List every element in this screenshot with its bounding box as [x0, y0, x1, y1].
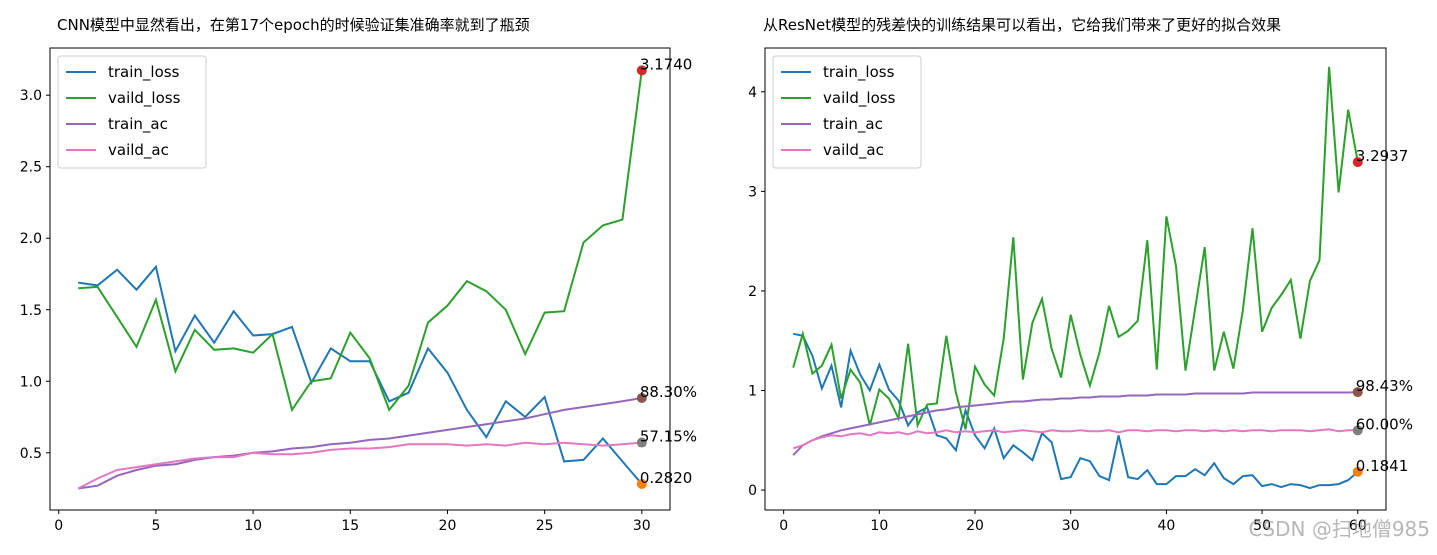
- annotation-marker: [636, 393, 647, 404]
- y-tick-label: 4: [748, 85, 757, 101]
- legend-box: [57, 55, 207, 169]
- annotation-label: 3.1740: [640, 55, 693, 73]
- y-tick-label: 2.5: [20, 160, 42, 176]
- annotation-label: 0.1841: [1356, 457, 1409, 475]
- legend-label: train_loss: [823, 63, 895, 82]
- x-tick-label: 30: [1062, 518, 1080, 534]
- y-tick-label: 1: [748, 384, 757, 400]
- annotation-marker: [1352, 157, 1363, 168]
- x-tick-label: 40: [1157, 518, 1175, 534]
- x-tick-label: 25: [536, 518, 554, 534]
- annotation-marker: [1352, 425, 1363, 436]
- y-tick-label: 0.5: [20, 446, 42, 462]
- annotation-marker: [1352, 387, 1363, 398]
- annotation-label: 60.00%: [1356, 415, 1413, 433]
- y-tick-label: 3: [748, 184, 757, 200]
- line-series: [792, 428, 1358, 450]
- line-series: [792, 66, 1359, 430]
- legend-box: [772, 55, 922, 169]
- annotation-label: 3.2937: [1356, 147, 1409, 165]
- x-tick-label: 20: [966, 518, 984, 534]
- legend-label: vaild_loss: [108, 89, 181, 108]
- axes-frame: [764, 47, 1387, 511]
- legend-label: vaild_loss: [823, 89, 896, 108]
- x-tick-label: 0: [54, 518, 63, 534]
- watermark: CSDN @扫地僧985: [1248, 517, 1430, 541]
- x-tick-label: 15: [341, 518, 359, 534]
- y-tick-label: 2: [748, 284, 757, 300]
- subplot: 0 5 10 15 20 25 30 0.5 1.0 1.5 2.0 2.5 3.0 3.1740 88.3…: [20, 16, 697, 534]
- x-tick-label: 0: [779, 518, 788, 534]
- line-series: [78, 397, 642, 490]
- annotation-label: 0.2820: [640, 469, 693, 487]
- chart-title: 从ResNet模型的残差快的训练结果可以看出，它给我们带来了更好的拟合效果: [763, 16, 1281, 34]
- line-series: [792, 332, 1359, 490]
- y-tick-label: 1.5: [20, 303, 42, 319]
- x-tick-label: 10: [870, 518, 888, 534]
- chart-title: CNN模型中显然看出，在第17个epoch的时候验证集准确率就到了瓶颈: [57, 16, 530, 34]
- legend-label: train_loss: [108, 63, 180, 82]
- x-tick-label: 60: [1349, 518, 1367, 534]
- annotation-marker: [636, 437, 647, 448]
- line-series: [792, 391, 1358, 456]
- legend-label: train_ac: [823, 115, 883, 134]
- annotation-label: 57.15%: [640, 428, 697, 446]
- legend-label: vaild_ac: [823, 141, 884, 160]
- annotation-marker: [636, 478, 647, 489]
- line-series: [77, 441, 642, 490]
- subplot: 0 10 20 30 40 50 60 0 1 2 3 4 3.2937 98.43% 60.00% 0.18…: [748, 16, 1430, 541]
- y-tick-label: 2.0: [20, 231, 42, 247]
- legend-label: train_ac: [108, 115, 168, 134]
- x-tick-label: 5: [151, 518, 160, 534]
- x-tick-label: 20: [439, 518, 457, 534]
- annotation-label: 98.43%: [1356, 377, 1413, 395]
- annotation-marker: [1352, 466, 1363, 477]
- y-tick-label: 3.0: [20, 88, 42, 104]
- line-series: [78, 70, 643, 413]
- axes-frame: [49, 47, 671, 511]
- y-tick-label: 0: [748, 483, 757, 499]
- x-tick-label: 10: [244, 518, 262, 534]
- annotation-label: 88.30%: [640, 383, 697, 401]
- y-tick-label: 1.0: [20, 374, 42, 390]
- line-series: [78, 264, 643, 485]
- annotation-marker: [636, 65, 647, 76]
- legend-label: vaild_ac: [108, 141, 169, 160]
- x-tick-label: 50: [1253, 518, 1271, 534]
- x-tick-label: 30: [633, 518, 651, 534]
